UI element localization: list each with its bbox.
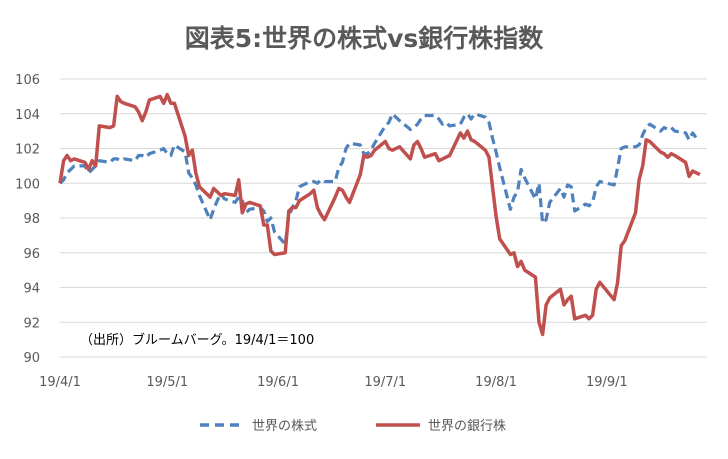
- legend: 世界の株式 世界の銀行株: [200, 419, 506, 434]
- source-annotation: （出所）ブルームバーグ。19/4/1＝100: [80, 332, 314, 348]
- series-layer: [58, 92, 701, 337]
- x-tick-label: 19/5/1: [146, 375, 188, 390]
- x-tick-label: 19/6/1: [257, 375, 299, 390]
- y-tick-label: 98: [23, 212, 40, 227]
- chart-title: 図表5:世界の株式vs銀行株指数: [185, 24, 545, 53]
- y-tick-label: 90: [23, 351, 40, 366]
- x-tick-label: 19/7/1: [364, 375, 406, 390]
- legend-label-banks: 世界の銀行株: [428, 419, 506, 434]
- x-tick-label: 19/4/1: [39, 375, 81, 390]
- y-axis-tick-labels: 90 92 94 96 98 100 102 104 106: [15, 73, 40, 366]
- series-line-banks: [58, 92, 701, 337]
- x-tick-label: 19/8/1: [475, 375, 517, 390]
- gridlines: [60, 78, 707, 323]
- y-tick-label: 106: [15, 73, 40, 88]
- series-line-stocks: [58, 112, 701, 246]
- x-axis-tick-labels: 19/4/1 19/5/1 19/6/1 19/7/1 19/8/1 19/9/1: [39, 375, 628, 390]
- y-tick-label: 92: [23, 316, 40, 331]
- legend-label-stocks: 世界の株式: [252, 419, 317, 434]
- y-tick-label: 100: [15, 177, 40, 192]
- x-tick-label: 19/9/1: [586, 375, 628, 390]
- y-tick-label: 104: [15, 108, 40, 123]
- y-tick-label: 94: [23, 282, 40, 297]
- y-tick-label: 102: [15, 143, 40, 158]
- y-tick-label: 96: [23, 247, 40, 262]
